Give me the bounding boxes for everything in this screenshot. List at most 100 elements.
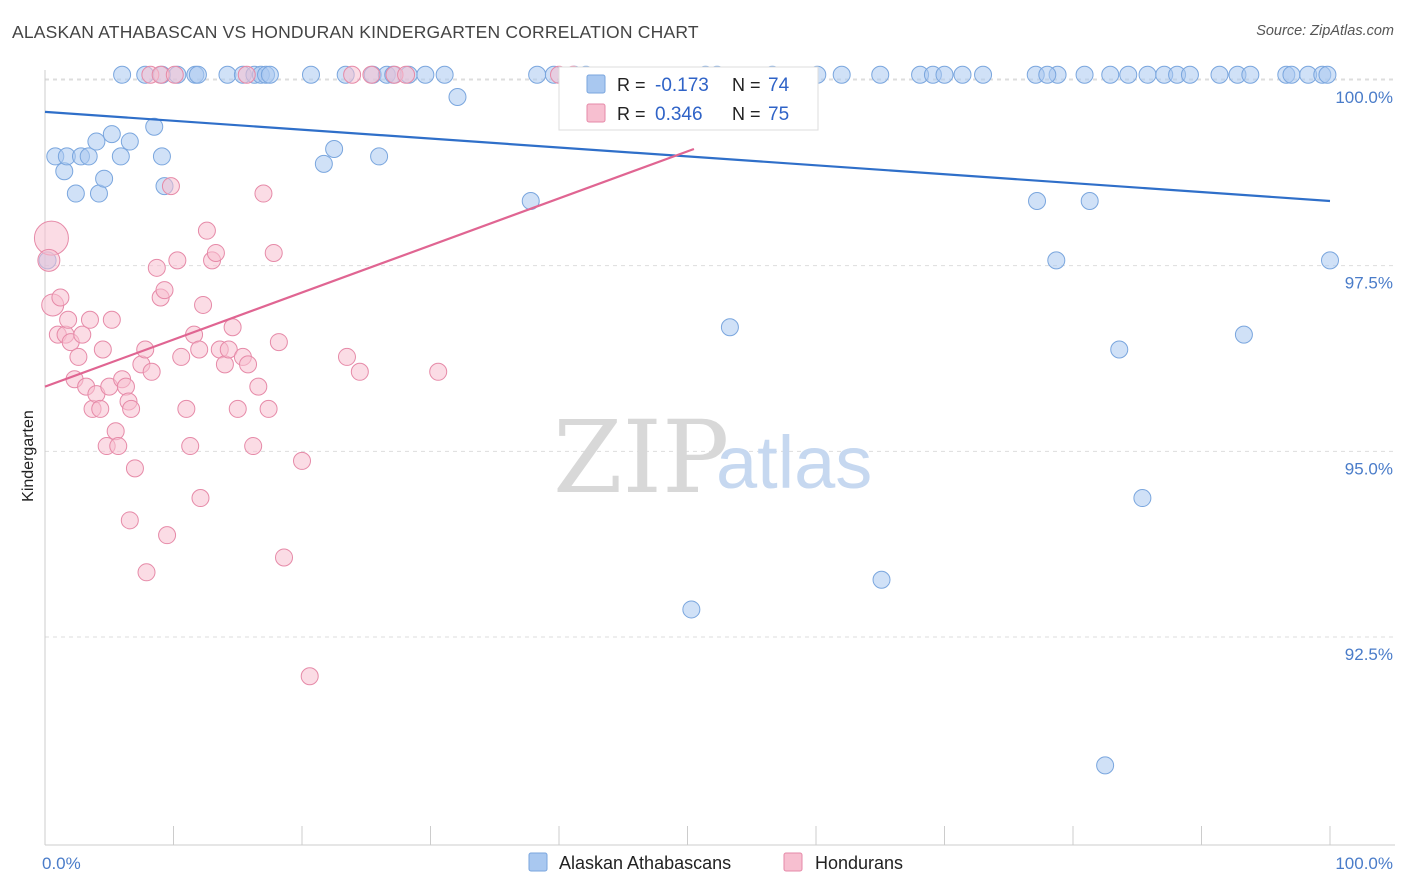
point-honduran xyxy=(122,399,141,418)
point-alaskan xyxy=(1241,65,1260,84)
point-honduran xyxy=(125,459,144,478)
legend-swatch-alaskan xyxy=(586,74,606,94)
point-honduran xyxy=(219,340,238,359)
point-alaskan xyxy=(314,154,333,173)
point-honduran xyxy=(275,548,294,567)
point-alaskan xyxy=(1282,65,1301,84)
point-honduran xyxy=(69,347,88,366)
point-alaskan xyxy=(1180,65,1199,84)
trend-lines xyxy=(44,110,1331,388)
point-alaskan xyxy=(218,65,237,84)
watermark-atlas: atlas xyxy=(716,421,872,504)
chart-title: ALASKAN ATHABASCAN VS HONDURAN KINDERGAR… xyxy=(12,22,699,42)
point-alaskan xyxy=(55,162,74,181)
point-honduran xyxy=(254,184,273,203)
legend-r-label-hondurans: R = xyxy=(617,104,646,124)
point-alaskan xyxy=(682,600,701,619)
legend-swatch-hondurans-bottom xyxy=(783,852,803,872)
point-honduran xyxy=(102,310,121,329)
point-honduran xyxy=(142,362,161,381)
point-alaskan xyxy=(1133,489,1152,508)
legend-n-value-alaskan: 74 xyxy=(768,75,790,96)
point-honduran xyxy=(350,362,369,381)
point-honduran xyxy=(172,347,191,366)
point-honduran xyxy=(165,65,184,84)
point-honduran xyxy=(197,221,216,240)
point-alaskan xyxy=(416,65,435,84)
point-alaskan xyxy=(79,147,98,166)
point-alaskan xyxy=(448,88,467,106)
point-alaskan xyxy=(145,117,164,136)
x-tick-label-min: 0.0% xyxy=(42,854,81,873)
point-alaskan xyxy=(325,139,344,158)
point-honduran xyxy=(91,399,110,418)
point-alaskan xyxy=(1101,65,1120,84)
legend-n-label-alaskan: N = xyxy=(732,75,761,95)
point-honduran xyxy=(269,333,288,352)
legend-n-label-hondurans: N = xyxy=(732,104,761,124)
point-honduran xyxy=(206,243,225,262)
legend-r-value-alaskan: -0.173 xyxy=(655,75,709,96)
legend-label-hondurans: Hondurans xyxy=(815,853,903,873)
point-honduran xyxy=(155,281,174,300)
point-honduran xyxy=(397,65,416,84)
legend-r-value-hondurans: 0.346 xyxy=(655,104,703,125)
point-honduran xyxy=(181,437,200,456)
legend-label-alaskan: Alaskan Athabascans xyxy=(559,853,731,873)
axes xyxy=(44,70,1395,846)
point-alaskan xyxy=(87,132,106,151)
point-honduran xyxy=(158,526,177,545)
point-honduran xyxy=(228,399,247,418)
point-alaskan xyxy=(1234,325,1253,344)
point-alaskan xyxy=(1210,65,1229,84)
y-tick-label: 95.0% xyxy=(1345,459,1393,478)
legend-swatch-hondurans xyxy=(586,103,606,123)
point-honduran xyxy=(109,437,128,456)
point-alaskan xyxy=(66,184,85,203)
y-tick-labels: 100.0% 97.5% 95.0% 92.5% xyxy=(1335,88,1393,664)
point-honduran xyxy=(337,347,356,366)
point-alaskan xyxy=(301,65,320,84)
point-alaskan xyxy=(1038,65,1057,84)
point-honduran xyxy=(429,362,448,381)
y-tick-label: 100.0% xyxy=(1335,88,1393,107)
point-alaskan xyxy=(935,65,954,84)
point-honduran xyxy=(168,251,187,270)
point-honduran xyxy=(259,399,278,418)
point-alaskan xyxy=(260,65,279,84)
point-honduran xyxy=(264,243,283,262)
watermark: ZIP atlas xyxy=(553,399,872,516)
point-alaskan xyxy=(1321,251,1339,270)
point-honduran xyxy=(137,563,156,582)
point-honduran xyxy=(249,377,268,396)
point-honduran xyxy=(194,295,213,314)
point-alaskan xyxy=(1318,65,1337,84)
point-alaskan xyxy=(1080,191,1099,210)
source-label: Source: ZipAtlas.com xyxy=(1256,23,1394,39)
series-legend: Alaskan Athabascans Hondurans xyxy=(528,852,903,873)
point-honduran xyxy=(343,65,362,84)
point-honduran xyxy=(244,437,263,456)
point-honduran xyxy=(362,65,381,84)
point-alaskan xyxy=(188,65,207,84)
point-alaskan xyxy=(370,147,389,166)
point-honduran xyxy=(215,355,234,374)
point-honduran xyxy=(161,177,180,196)
point-alaskan xyxy=(435,65,454,84)
legend-n-value-hondurans: 75 xyxy=(768,104,789,125)
series-hondurans xyxy=(33,65,583,686)
point-alaskan xyxy=(102,125,121,144)
point-alaskan xyxy=(871,65,890,84)
x-tick-label-max: 100.0% xyxy=(1335,854,1393,873)
stats-legend: R = -0.173 N = 74 R = 0.346 N = 75 xyxy=(558,66,819,131)
legend-swatch-alaskan-bottom xyxy=(528,852,548,872)
y-tick-label: 97.5% xyxy=(1345,274,1393,293)
point-alaskan xyxy=(113,65,132,84)
point-honduran xyxy=(37,248,61,272)
point-honduran xyxy=(300,667,319,686)
point-honduran xyxy=(51,288,70,307)
trend-line-alaskan xyxy=(44,110,1331,203)
point-honduran xyxy=(106,422,125,441)
point-honduran xyxy=(237,65,256,84)
